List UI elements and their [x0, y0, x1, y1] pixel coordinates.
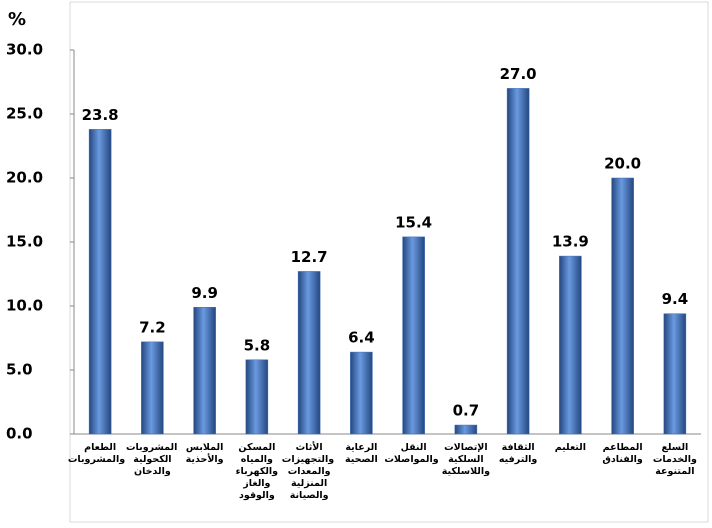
bar — [402, 236, 425, 435]
data-label: 9.9 — [191, 284, 218, 302]
data-label: 12.7 — [291, 248, 328, 266]
x-tick-label: السلع والخدمات المتنوعة — [652, 442, 697, 477]
x-tick-label: الرعاية الصحية — [345, 442, 378, 465]
y-tick-label: 20.0 — [6, 169, 43, 187]
bar — [506, 88, 530, 435]
x-tick-label: الملابس والأحذية — [185, 442, 224, 465]
x-tick-label: الثقافة والترفيه — [498, 442, 538, 465]
x-tick-label: الأثاث والتجهيزات والمعدات المنزلية والص… — [281, 442, 335, 501]
bar — [297, 271, 321, 435]
bar — [350, 351, 373, 435]
x-tick-label: النقل والمواصلات — [384, 442, 439, 465]
y-axis-label: % — [8, 9, 26, 30]
bar — [245, 359, 269, 435]
x-tick-label: المطاعم والفنادق — [602, 442, 643, 465]
bar — [611, 177, 634, 435]
data-label: 7.2 — [139, 318, 166, 336]
x-tick-label: المسكن والمياه والكهرباء والغاز والوقود — [235, 442, 279, 501]
bar — [141, 341, 164, 435]
y-tick-label: 15.0 — [6, 233, 43, 251]
bar — [88, 129, 112, 435]
data-label: 9.4 — [662, 290, 689, 308]
data-label: 13.9 — [552, 233, 589, 251]
data-label: 23.8 — [82, 106, 119, 124]
x-tick-label: الإتصالات السلكية واللاسلكية — [441, 442, 491, 477]
data-label: 15.4 — [395, 213, 432, 231]
y-tick-label: 5.0 — [6, 361, 33, 379]
data-label: 5.8 — [244, 336, 271, 354]
data-label: 0.7 — [453, 402, 480, 420]
data-label: 20.0 — [604, 155, 641, 173]
bar — [559, 255, 582, 435]
data-label: 6.4 — [348, 329, 375, 347]
plot-frame — [69, 1, 709, 523]
y-tick-label: 30.0 — [6, 41, 43, 59]
x-tick-label: المشروبات الكحولية والدخان — [126, 442, 178, 477]
x-tick-label: الطعام والمشروبات — [67, 442, 126, 465]
data-label: 27.0 — [500, 65, 537, 83]
y-tick-label: 0.0 — [6, 425, 33, 443]
y-tick-label: 25.0 — [6, 105, 43, 123]
bar — [663, 313, 687, 435]
y-tick-label: 10.0 — [6, 297, 43, 315]
bar — [454, 424, 478, 435]
x-tick-label: التعليم — [554, 442, 587, 453]
bar — [193, 307, 216, 435]
